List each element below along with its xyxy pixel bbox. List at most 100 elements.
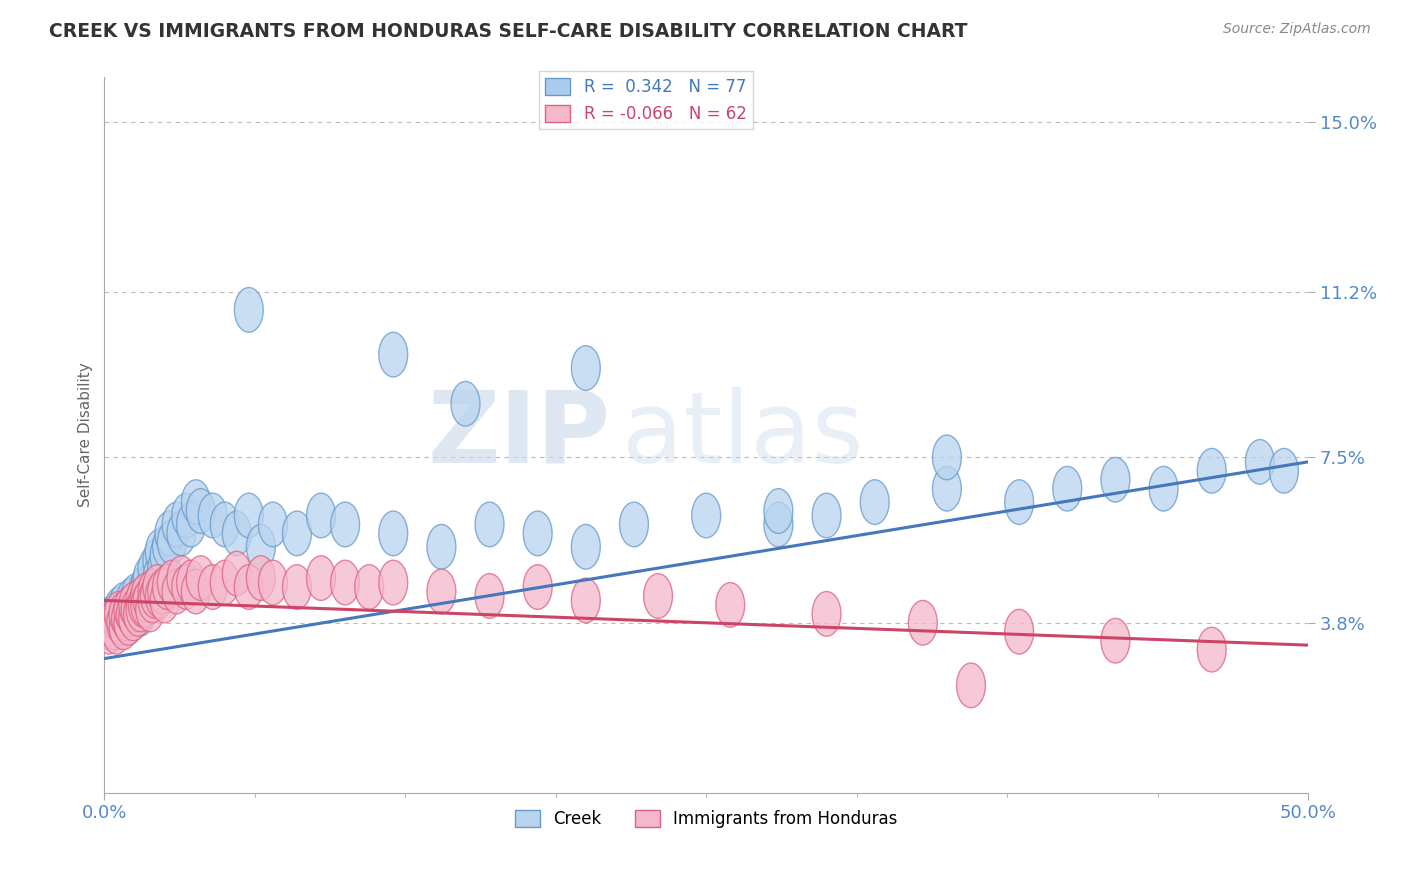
Ellipse shape bbox=[167, 556, 195, 600]
Ellipse shape bbox=[378, 560, 408, 605]
Ellipse shape bbox=[157, 520, 186, 565]
Ellipse shape bbox=[152, 524, 181, 569]
Ellipse shape bbox=[860, 480, 889, 524]
Ellipse shape bbox=[131, 582, 160, 627]
Ellipse shape bbox=[181, 480, 211, 524]
Ellipse shape bbox=[692, 493, 721, 538]
Ellipse shape bbox=[222, 511, 252, 556]
Ellipse shape bbox=[110, 605, 138, 649]
Ellipse shape bbox=[198, 565, 228, 609]
Ellipse shape bbox=[131, 582, 160, 627]
Ellipse shape bbox=[134, 556, 162, 600]
Ellipse shape bbox=[97, 596, 127, 640]
Ellipse shape bbox=[956, 663, 986, 707]
Ellipse shape bbox=[150, 533, 179, 578]
Ellipse shape bbox=[94, 609, 124, 654]
Ellipse shape bbox=[128, 569, 157, 614]
Ellipse shape bbox=[111, 596, 141, 640]
Ellipse shape bbox=[211, 560, 239, 605]
Ellipse shape bbox=[172, 493, 201, 538]
Ellipse shape bbox=[150, 578, 179, 623]
Ellipse shape bbox=[307, 556, 336, 600]
Ellipse shape bbox=[571, 578, 600, 623]
Ellipse shape bbox=[1149, 467, 1178, 511]
Ellipse shape bbox=[127, 578, 155, 623]
Ellipse shape bbox=[134, 574, 162, 618]
Ellipse shape bbox=[571, 345, 600, 391]
Ellipse shape bbox=[124, 591, 152, 636]
Ellipse shape bbox=[120, 596, 148, 640]
Ellipse shape bbox=[121, 574, 150, 618]
Ellipse shape bbox=[111, 591, 141, 636]
Ellipse shape bbox=[138, 560, 167, 605]
Ellipse shape bbox=[103, 596, 131, 640]
Ellipse shape bbox=[131, 574, 160, 618]
Ellipse shape bbox=[138, 569, 167, 614]
Ellipse shape bbox=[246, 524, 276, 569]
Ellipse shape bbox=[138, 578, 167, 623]
Ellipse shape bbox=[222, 551, 252, 596]
Ellipse shape bbox=[94, 605, 124, 649]
Ellipse shape bbox=[932, 467, 962, 511]
Ellipse shape bbox=[103, 591, 131, 636]
Ellipse shape bbox=[211, 502, 239, 547]
Text: CREEK VS IMMIGRANTS FROM HONDURAS SELF-CARE DISABILITY CORRELATION CHART: CREEK VS IMMIGRANTS FROM HONDURAS SELF-C… bbox=[49, 22, 967, 41]
Ellipse shape bbox=[152, 565, 181, 609]
Ellipse shape bbox=[103, 609, 131, 654]
Text: Source: ZipAtlas.com: Source: ZipAtlas.com bbox=[1223, 22, 1371, 37]
Ellipse shape bbox=[186, 489, 215, 533]
Ellipse shape bbox=[932, 435, 962, 480]
Ellipse shape bbox=[128, 582, 157, 627]
Ellipse shape bbox=[1005, 609, 1033, 654]
Ellipse shape bbox=[246, 556, 276, 600]
Ellipse shape bbox=[523, 511, 553, 556]
Ellipse shape bbox=[157, 560, 186, 605]
Ellipse shape bbox=[813, 591, 841, 636]
Ellipse shape bbox=[104, 587, 134, 632]
Ellipse shape bbox=[117, 591, 145, 636]
Ellipse shape bbox=[143, 556, 172, 600]
Ellipse shape bbox=[259, 502, 287, 547]
Ellipse shape bbox=[177, 560, 205, 605]
Ellipse shape bbox=[571, 524, 600, 569]
Ellipse shape bbox=[148, 547, 177, 591]
Ellipse shape bbox=[1101, 618, 1130, 663]
Ellipse shape bbox=[120, 582, 148, 627]
Ellipse shape bbox=[1053, 467, 1081, 511]
Text: ZIP: ZIP bbox=[427, 386, 610, 483]
Ellipse shape bbox=[283, 511, 311, 556]
Ellipse shape bbox=[97, 600, 127, 645]
Ellipse shape bbox=[104, 591, 134, 636]
Ellipse shape bbox=[110, 591, 138, 636]
Ellipse shape bbox=[1270, 449, 1298, 493]
Ellipse shape bbox=[114, 587, 143, 632]
Ellipse shape bbox=[172, 565, 201, 609]
Ellipse shape bbox=[523, 565, 553, 609]
Ellipse shape bbox=[186, 556, 215, 600]
Ellipse shape bbox=[110, 596, 138, 640]
Ellipse shape bbox=[378, 332, 408, 377]
Ellipse shape bbox=[475, 574, 503, 618]
Ellipse shape bbox=[259, 560, 287, 605]
Ellipse shape bbox=[127, 578, 155, 623]
Ellipse shape bbox=[354, 565, 384, 609]
Ellipse shape bbox=[181, 569, 211, 614]
Ellipse shape bbox=[121, 587, 150, 632]
Ellipse shape bbox=[107, 591, 135, 636]
Ellipse shape bbox=[177, 502, 205, 547]
Ellipse shape bbox=[120, 596, 148, 640]
Ellipse shape bbox=[127, 591, 155, 636]
Ellipse shape bbox=[100, 605, 128, 649]
Ellipse shape bbox=[114, 587, 143, 632]
Ellipse shape bbox=[451, 382, 479, 426]
Ellipse shape bbox=[1101, 458, 1130, 502]
Ellipse shape bbox=[114, 600, 143, 645]
Ellipse shape bbox=[330, 560, 360, 605]
Ellipse shape bbox=[131, 565, 160, 609]
Y-axis label: Self-Care Disability: Self-Care Disability bbox=[79, 363, 93, 508]
Ellipse shape bbox=[107, 600, 135, 645]
Ellipse shape bbox=[1246, 440, 1274, 484]
Ellipse shape bbox=[141, 565, 169, 609]
Ellipse shape bbox=[908, 600, 938, 645]
Ellipse shape bbox=[117, 578, 145, 623]
